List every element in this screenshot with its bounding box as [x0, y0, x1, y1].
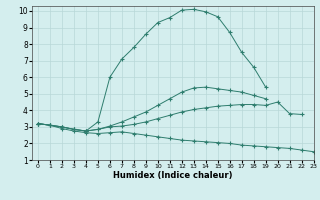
X-axis label: Humidex (Indice chaleur): Humidex (Indice chaleur) [113, 171, 233, 180]
